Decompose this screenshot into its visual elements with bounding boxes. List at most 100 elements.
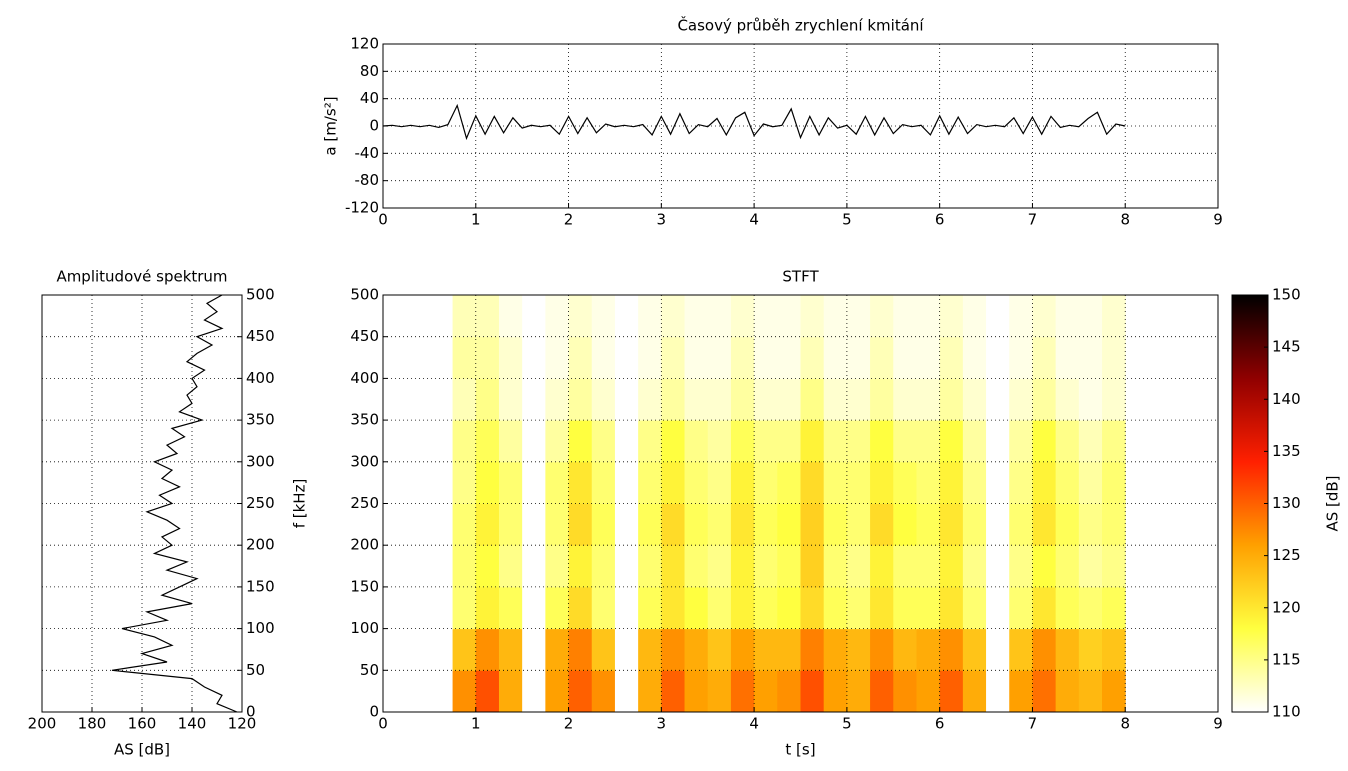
heatmap-cell — [406, 670, 430, 713]
heatmap-cell — [1055, 336, 1080, 379]
heatmap-cell — [429, 586, 454, 630]
heatmap-cell — [475, 378, 500, 421]
heatmap-cell — [1055, 461, 1080, 504]
heatmap-cell — [452, 586, 477, 630]
heatmap-cell — [614, 586, 639, 630]
heatmap-cell — [962, 503, 987, 546]
heatmap-cell — [684, 503, 709, 546]
heatmap-cell — [522, 586, 546, 630]
heatmap-cell — [591, 670, 616, 713]
x-tick-label: 160 — [128, 715, 157, 733]
heatmap-cell — [406, 420, 430, 463]
heatmap-cell — [545, 628, 570, 671]
heatmap-cell — [800, 336, 825, 379]
heatmap-cell — [754, 628, 778, 671]
heatmap-cell — [452, 378, 477, 421]
heatmap-cell — [429, 420, 454, 463]
heatmap-cell — [498, 586, 523, 630]
heatmap-cell — [475, 336, 500, 379]
heatmap-cell — [846, 503, 871, 546]
heatmap-cell — [777, 545, 801, 588]
heatmap-cell — [1078, 503, 1103, 546]
heatmap-cell — [406, 545, 430, 588]
x-tick-label: 3 — [657, 715, 667, 733]
heatmap-cell — [777, 420, 801, 463]
heatmap-cell — [893, 545, 917, 588]
heatmap-cell — [1078, 336, 1103, 379]
heatmap-cell — [1009, 670, 1033, 713]
heatmap-cell — [730, 461, 755, 504]
y-tick-label: 100 — [246, 619, 275, 637]
heatmap-cell — [707, 586, 732, 630]
heatmap-cell — [614, 461, 639, 504]
heatmap-cell — [498, 336, 523, 379]
x-tick-label: 1 — [471, 715, 481, 733]
heatmap-cell — [522, 420, 546, 463]
heatmap-cell — [545, 545, 570, 588]
heatmap-cell — [777, 378, 801, 421]
heatmap-cell — [1055, 628, 1080, 671]
x-tick-label: 5 — [842, 715, 852, 733]
y-tick-label: 500 — [246, 286, 275, 304]
heatmap-cell — [1055, 420, 1080, 463]
heatmap-cell — [383, 628, 407, 671]
colorbar-tick-label: 115 — [1272, 650, 1301, 668]
heatmap-cell — [870, 336, 894, 379]
heatmap-cell — [452, 628, 477, 671]
heatmap-cell — [498, 545, 523, 588]
heatmap-cell — [475, 503, 500, 546]
y-tick-label: 150 — [246, 577, 275, 595]
heatmap-cell — [962, 545, 987, 588]
colorbar — [1231, 294, 1269, 713]
y-tick-label: 80 — [360, 62, 379, 80]
heatmap-cell — [452, 336, 477, 379]
heatmap-cell — [661, 336, 686, 379]
heatmap-cell — [429, 628, 454, 671]
heatmap-cell — [870, 378, 894, 421]
heatmap-cell — [823, 586, 848, 630]
colorbar-tick-label: 130 — [1272, 494, 1301, 512]
heatmap-cell — [800, 545, 825, 588]
heatmap-cell — [707, 545, 732, 588]
heatmap-cell — [429, 670, 454, 713]
heatmap-cell — [545, 670, 570, 713]
x-tick-label: 4 — [749, 715, 759, 733]
heatmap-cell — [939, 336, 964, 379]
heatmap-cell — [661, 628, 686, 671]
y-tick-label: 120 — [350, 35, 379, 53]
y-tick-label: 250 — [350, 494, 379, 512]
heatmap-cell — [498, 378, 523, 421]
heatmap-cell — [522, 378, 546, 421]
x-tick-label: 4 — [749, 211, 759, 229]
heatmap-cell — [800, 461, 825, 504]
x-axis-label: AS [dB] — [114, 741, 170, 759]
heatmap-cell — [846, 586, 871, 630]
heatmap-cell — [939, 545, 964, 588]
colorbar-tick-label: 110 — [1272, 703, 1301, 721]
x-tick-label: 5 — [842, 211, 852, 229]
heatmap-cell — [383, 670, 407, 713]
heatmap-cell — [962, 336, 987, 379]
heatmap-cell — [661, 295, 686, 338]
heatmap-cell — [498, 295, 523, 338]
heatmap-cell — [1102, 461, 1126, 504]
x-tick-label: 2 — [564, 715, 574, 733]
colorbar-tick-label: 140 — [1272, 390, 1301, 408]
heatmap-cell — [1078, 628, 1103, 671]
heatmap-cell — [893, 503, 917, 546]
heatmap-cell — [916, 336, 941, 379]
heatmap-cell — [1055, 670, 1080, 713]
heatmap-cell — [545, 420, 570, 463]
heatmap-cell — [777, 586, 801, 630]
y-axis-label: f [kHz] — [291, 479, 309, 529]
heatmap-cell — [498, 670, 523, 713]
heatmap-cell — [684, 461, 709, 504]
heatmap-cell — [591, 545, 616, 588]
heatmap-cell — [730, 628, 755, 671]
heatmap-cell — [823, 378, 848, 421]
heatmap-cell — [1009, 461, 1033, 504]
y-tick-label: 350 — [350, 411, 379, 429]
heatmap-cell — [684, 628, 709, 671]
heatmap-cell — [661, 420, 686, 463]
x-tick-label: 9 — [1213, 715, 1223, 733]
